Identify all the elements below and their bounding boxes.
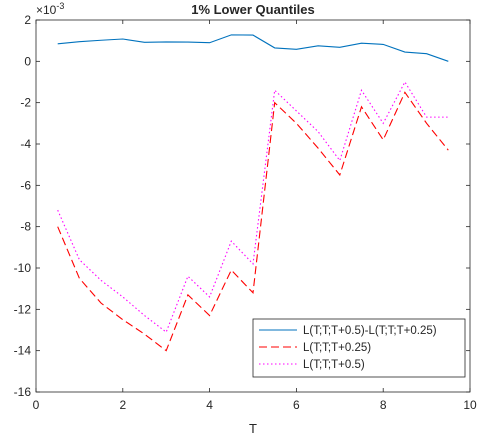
x-tick-label: 4 — [206, 398, 213, 412]
x-tick-label: 10 — [463, 398, 477, 412]
legend-label-1: L(T;T;T+0.5)-L(T;T;T+0.25) — [303, 325, 437, 337]
plot-area: 0 2 4 6 8 10 2 0 -2 -4 -6 -8 -10 -12 -14 -16 L(T;T;T+0.5… — [14, 13, 477, 412]
x-tick-label: 6 — [293, 398, 300, 412]
y-tick-label: -10 — [14, 261, 32, 275]
axes-box — [35, 19, 471, 393]
y-tick-label: -8 — [20, 220, 31, 234]
x-axis-label: T — [249, 421, 257, 436]
y-tick-label: 2 — [24, 13, 31, 27]
y-tick-label: -16 — [14, 385, 32, 399]
legend-label-2: L(T;T;T+0.25) — [303, 342, 371, 354]
chart-title: 1% Lower Quantiles — [191, 2, 315, 17]
y-axis-multiplier: ×10-3 — [36, 1, 64, 17]
x-tick-label: 8 — [380, 398, 387, 412]
x-tick-label: 0 — [33, 398, 40, 412]
legend: L(T;T;T+0.5)-L(T;T;T+0.25) L(T;T;T+0.25) L… — [252, 318, 466, 378]
y-tick-label: -14 — [14, 344, 32, 358]
y-tick-label: -2 — [20, 96, 31, 110]
series-line-2 — [57, 91, 449, 352]
series-line-3 — [57, 80, 449, 333]
y-axis-multiplier-base: ×10 — [36, 3, 57, 17]
legend-label-3: L(T;T;T+0.5) — [303, 359, 365, 371]
y-tick-label: -4 — [20, 137, 31, 151]
series-line-1 — [57, 34, 449, 62]
legend-box — [252, 318, 466, 378]
x-tick-label: 2 — [119, 398, 126, 412]
y-tick-label: -6 — [20, 178, 31, 192]
y-axis-multiplier-exponent: -3 — [56, 1, 64, 11]
y-tick-label: -12 — [14, 302, 32, 316]
y-tick-label: 0 — [24, 54, 31, 68]
